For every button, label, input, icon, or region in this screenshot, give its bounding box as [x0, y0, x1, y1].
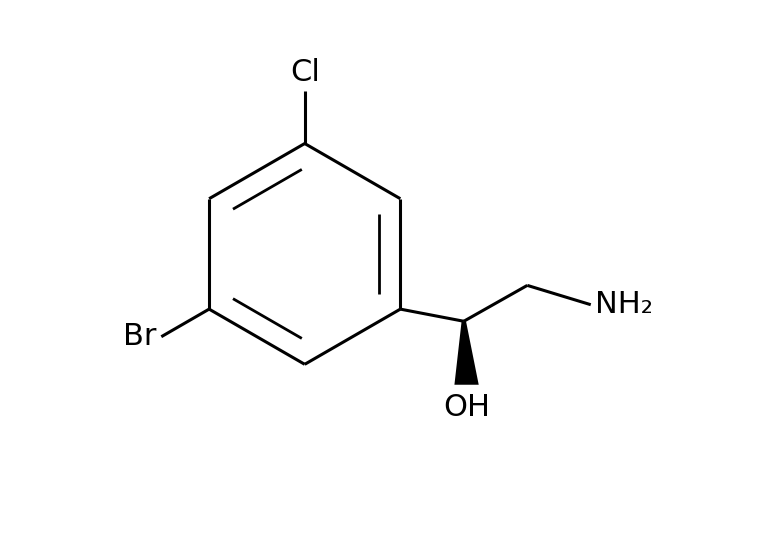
- Polygon shape: [455, 321, 479, 385]
- Text: NH₂: NH₂: [595, 290, 653, 319]
- Text: Cl: Cl: [290, 57, 319, 87]
- Text: Br: Br: [124, 322, 157, 351]
- Text: OH: OH: [443, 393, 490, 422]
